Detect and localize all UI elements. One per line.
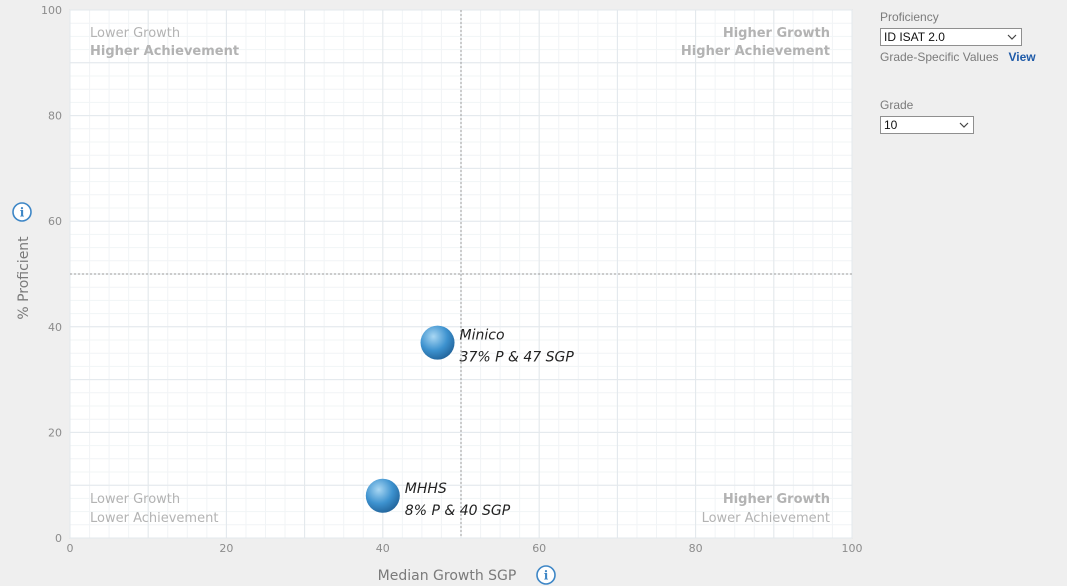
filter-panel: Proficiency ID ISAT 2.0 Grade-Specific V… [880,10,1065,134]
chevron-down-icon [959,122,969,128]
grade-filter: Grade 10 [880,98,974,134]
x-tick-label: 0 [67,542,74,555]
grade-select-value: 10 [884,118,898,132]
proficiency-select[interactable]: ID ISAT 2.0 [880,28,1022,46]
grade-specific-row: Grade-Specific Values View [880,50,1065,64]
y-tick-label: 100 [41,4,62,17]
svg-text:i: i [544,569,549,583]
grade-specific-text: Grade-Specific Values [880,50,999,64]
x-tick-label: 80 [689,542,703,555]
y-axis-title: % Proficient [16,236,32,320]
data-points: Minico 37% P & 47 SGP MHHS 8% P & 40 SGP [365,325,575,519]
quadrant-top-right-line1: Higher Growth [723,26,830,41]
quadrant-bottom-right-line1: Higher Growth [723,492,830,507]
proficiency-select-value: ID ISAT 2.0 [884,30,945,44]
y-axis: 0 20 40 60 80 100 [41,4,62,545]
svg-text:i: i [20,206,25,220]
x-axis-info-icon[interactable]: i [536,565,556,585]
x-tick-label: 40 [376,542,390,555]
x-axis: 0 20 40 60 80 100 [67,542,863,555]
data-point-label: 37% P & 47 SGP [460,350,575,366]
y-tick-label: 0 [55,532,62,545]
quadrant-bottom-left-line1: Lower Growth [90,492,180,507]
data-point-label: 8% P & 40 SGP [405,503,511,519]
data-point-bubble [420,325,455,360]
y-tick-label: 80 [48,110,62,123]
proficiency-label: Proficiency [880,10,939,24]
data-point-bubble [365,478,400,513]
data-point-name: Minico [460,328,505,344]
quadrant-top-right-line2: Higher Achievement [681,44,830,59]
quadrant-top-left-line2: Higher Achievement [90,44,239,59]
grade-select[interactable]: 10 [880,116,974,134]
quadrant-bottom-left-line2: Lower Achievement [90,511,218,526]
x-tick-label: 100 [842,542,863,555]
grade-label: Grade [880,98,914,112]
x-tick-label: 60 [532,542,546,555]
x-tick-label: 20 [219,542,233,555]
y-axis-info-icon[interactable]: i [12,202,32,222]
data-point-name: MHHS [405,481,447,497]
chevron-down-icon [1007,34,1017,40]
y-tick-label: 40 [48,321,62,334]
reference-lines [70,10,852,538]
x-axis-title: Median Growth SGP [378,568,517,584]
quadrant-bottom-right-line2: Lower Achievement [702,511,830,526]
y-tick-label: 60 [48,215,62,228]
y-tick-label: 20 [48,426,62,439]
quadrant-top-left-line1: Lower Growth [90,26,180,41]
view-link[interactable]: View [1008,50,1036,64]
